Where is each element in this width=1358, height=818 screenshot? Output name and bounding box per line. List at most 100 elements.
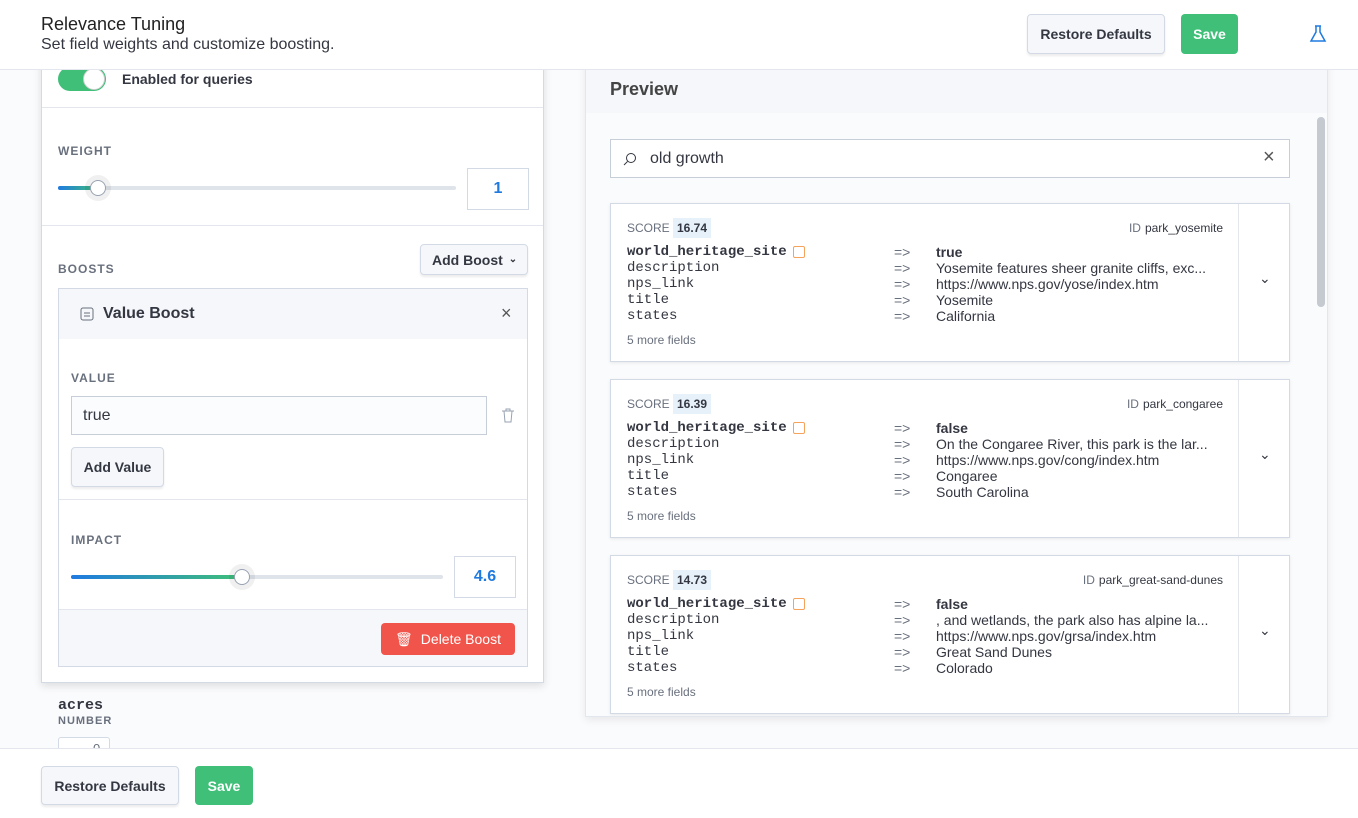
- arrow: =>: [894, 484, 911, 500]
- field-value: Yosemite: [936, 292, 994, 308]
- boosts-label: BOOSTS: [58, 262, 115, 276]
- value-input[interactable]: true: [71, 396, 487, 435]
- preview-title: Preview: [610, 79, 679, 99]
- result-id: ID park_congaree: [1127, 397, 1223, 411]
- field-value: Great Sand Dunes: [936, 644, 1052, 660]
- field-name: title: [627, 644, 670, 660]
- divider: [1238, 380, 1239, 537]
- field-name: acres: [58, 697, 104, 714]
- id-value: park_congaree: [1142, 397, 1223, 411]
- add-boost-text: Add Boost: [432, 251, 503, 268]
- header: Relevance Tuning Set field weights and c…: [0, 0, 1358, 70]
- add-boost-button[interactable]: Add Boost ⌄: [420, 244, 528, 275]
- field-value: https://www.nps.gov/grsa/index.htm: [936, 628, 1157, 644]
- delete-boost-button[interactable]: 🗑 Delete Boost: [381, 623, 515, 655]
- id-value: park_great-sand-dunes: [1098, 573, 1223, 587]
- field-value: Yosemite features sheer granite cliffs, …: [936, 260, 1207, 276]
- more-fields: 5 more fields: [627, 333, 696, 347]
- value-label: VALUE: [71, 371, 116, 385]
- arrow: =>: [894, 644, 911, 660]
- result-id: ID park_yosemite: [1129, 221, 1223, 235]
- footer: Restore Defaults Save: [0, 748, 1358, 818]
- arrow: =>: [894, 308, 911, 324]
- result-card: SCORE 16.74 ID park_yosemite world_heritage_…: [610, 203, 1290, 362]
- field-name: states: [627, 308, 678, 324]
- field-name: nps_link: [627, 628, 695, 644]
- result-card: SCORE 16.39 ID park_congaree world_heritage_…: [610, 379, 1290, 538]
- field-name: nps_link: [627, 452, 695, 468]
- impact-slider[interactable]: [71, 569, 443, 585]
- arrow: =>: [894, 244, 911, 260]
- search-query: old growth: [650, 150, 724, 167]
- more-fields: 5 more fields: [627, 685, 696, 699]
- search-icon: [623, 153, 636, 166]
- field-value: true: [936, 244, 963, 260]
- id-label: ID: [1126, 397, 1139, 411]
- field-value: false: [936, 596, 968, 612]
- separator: [59, 499, 527, 500]
- score: 14.73: [673, 570, 712, 590]
- id-label: ID: [1082, 573, 1095, 587]
- impact-value[interactable]: 4.6: [454, 556, 516, 598]
- field-name: world_heritage_site: [627, 244, 787, 260]
- arrow: =>: [894, 420, 911, 436]
- result-card: SCORE 14.73 ID park_great-sand-dunes world_h…: [610, 555, 1290, 714]
- lab-icon[interactable]: [1309, 25, 1327, 43]
- boost-title: Value Boost: [103, 305, 195, 322]
- save-button[interactable]: Save: [1181, 14, 1238, 54]
- boost-card: Value Boost × VALUE true Add Value IMPAC…: [58, 288, 528, 667]
- page-subtitle: Set field weights and customize boosting…: [41, 36, 335, 53]
- expand-button[interactable]: ⌄: [1259, 446, 1271, 462]
- arrow: =>: [894, 260, 911, 276]
- separator: [42, 107, 543, 108]
- slider-thumb[interactable]: [234, 569, 251, 585]
- restore-button[interactable]: Restore Defaults: [41, 766, 179, 805]
- add-value-button[interactable]: Add Value: [71, 447, 164, 487]
- field-value: South Carolina: [936, 484, 1029, 500]
- field-name: states: [627, 484, 678, 500]
- result-id: ID park_great-sand-dunes: [1083, 573, 1223, 587]
- field-name: states: [627, 660, 678, 676]
- save-button[interactable]: Save: [195, 766, 253, 805]
- field-name: description: [627, 612, 720, 628]
- field-name: world_heritage_site: [627, 596, 787, 612]
- field-icon: [793, 422, 805, 434]
- toggle-label: Enabled for queries: [122, 71, 253, 87]
- divider: [1238, 204, 1239, 361]
- slider-thumb[interactable]: [89, 180, 106, 196]
- weight-label: WEIGHT: [58, 144, 112, 158]
- delete-text: Delete Boost: [420, 631, 501, 647]
- field-value: Colorado: [936, 660, 993, 676]
- more-fields: 5 more fields: [627, 509, 696, 523]
- field-name: title: [627, 292, 670, 308]
- close-boost[interactable]: ×: [501, 303, 512, 323]
- id-value: park_yosemite: [1144, 221, 1223, 235]
- weight-value[interactable]: 1: [467, 168, 529, 210]
- trash-icon[interactable]: [501, 408, 515, 423]
- field-name: description: [627, 260, 720, 276]
- arrow: =>: [894, 276, 911, 292]
- arrow: =>: [894, 436, 911, 452]
- weight-slider[interactable]: [58, 180, 456, 196]
- arrow: =>: [894, 628, 911, 644]
- boost-header: [59, 289, 527, 339]
- field-type: NUMBER: [58, 715, 113, 727]
- toggle[interactable]: [58, 67, 106, 91]
- score-label: SCORE: [627, 221, 670, 235]
- expand-button[interactable]: ⌄: [1259, 270, 1271, 286]
- slider-fill: [58, 186, 98, 190]
- impact-label: IMPACT: [71, 533, 123, 547]
- field-name: world_heritage_site: [627, 420, 787, 436]
- field-value: Congaree: [936, 468, 998, 484]
- arrow: =>: [894, 596, 911, 612]
- restore-button[interactable]: Restore Defaults: [1027, 14, 1165, 54]
- clear-search[interactable]: ×: [1263, 146, 1275, 168]
- search-box[interactable]: old growth ×: [610, 139, 1290, 178]
- boost-icon: [80, 307, 94, 321]
- score: 16.74: [673, 218, 712, 238]
- preview-panel: Preview old growth × SCORE 16.74 ID park_yo…: [585, 60, 1328, 717]
- field-value: https://www.nps.gov/yose/index.htm: [936, 276, 1159, 292]
- expand-button[interactable]: ⌄: [1259, 622, 1271, 638]
- score-label: SCORE: [627, 397, 670, 411]
